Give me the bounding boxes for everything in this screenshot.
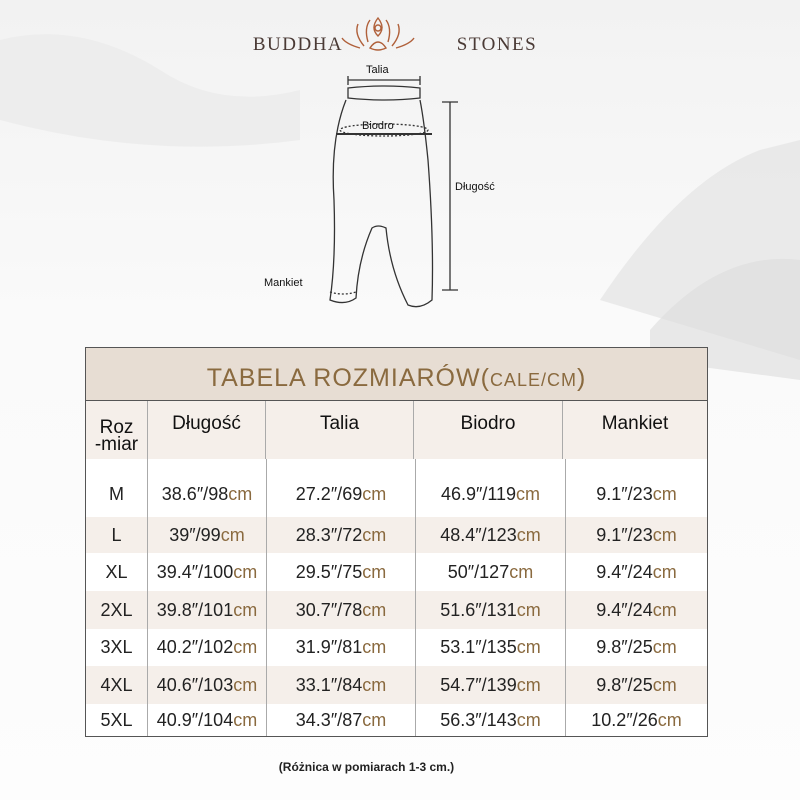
hip-label: Biodro [362, 120, 394, 132]
logo-text-right: STONES [456, 34, 538, 55]
value-cell: 39.8″/101 cm [147, 591, 266, 629]
value-cell: 9.4″/24 cm [565, 553, 707, 591]
table-row: 5XL 40.9″/104 cm 34.3″/87 cm 56.3″/143 cm 10.2″… [86, 704, 707, 736]
value-cell: 40.9″/104 cm [147, 704, 266, 736]
table-row: XL 39.4″/100 cm 29.5″/75 cm 50″/127 cm 9.4″/24 c… [86, 553, 707, 591]
value-cell: 48.4″/123 cm [415, 517, 565, 553]
logo-text-left: BUDDHA [252, 34, 344, 55]
size-cell: L [111, 524, 122, 545]
value-cell: 9.1″/23 cm [565, 517, 707, 553]
size-cell: 3XL [100, 637, 133, 657]
value-cell: 40.6″/103 cm [147, 666, 266, 704]
value-cell: 50″/127 cm [415, 553, 565, 591]
value-cell: 46.9″/119 cm [415, 459, 565, 517]
length-label: Długość [455, 181, 495, 193]
size-cell: 5XL [100, 709, 133, 730]
size-cell: 2XL [100, 599, 133, 620]
value-cell: 54.7″/139 cm [415, 666, 565, 704]
value-cell: 9.4″/24 cm [565, 591, 707, 629]
table-title: TABELA ROZMIARÓW(CALE/CM) [86, 348, 707, 401]
waist-label: Talia [366, 64, 389, 76]
size-cell: 4XL [100, 674, 133, 695]
value-cell: 39″/99 cm [147, 517, 266, 553]
header-hip: Biodro [413, 401, 562, 459]
header-length: Długość [147, 401, 265, 459]
value-cell: 9.8″/25 cm [565, 666, 707, 704]
table-row: 4XL 40.6″/103 cm 33.1″/84 cm 54.7″/139 cm 9.8″/… [86, 666, 707, 704]
cuff-label: Mankiet [264, 277, 303, 289]
value-cell: 34.3″/87 cm [266, 704, 415, 736]
value-cell: 31.9″/81 cm [266, 629, 415, 666]
value-cell: 56.3″/143 cm [415, 704, 565, 736]
value-cell: 40.2″/102 cm [147, 629, 266, 666]
header-waist: Talia [265, 401, 413, 459]
table-row: L 39″/99 cm 28.3″/72 cm 48.4″/123 cm 9.1″/23 cm [86, 517, 707, 553]
table-row: 2XL 39.8″/101 cm 30.7″/78 cm 51.6″/131 cm 9.4″/… [86, 591, 707, 629]
value-cell: 51.6″/131 cm [415, 591, 565, 629]
measurement-note: (Różnica w pomiarach 1-3 cm.) [278, 760, 455, 774]
lotus-logo-icon [341, 16, 415, 51]
value-cell: 30.7″/78 cm [266, 591, 415, 629]
value-cell: 38.6″/98 cm [147, 459, 266, 517]
size-cell: XL [105, 561, 128, 582]
value-cell: 27.2″/69 cm [266, 459, 415, 517]
value-cell: 28.3″/72 cm [266, 517, 415, 553]
table-row: 3XL 40.2″/102 cm 31.9″/81 cm 53.1″/135 cm 9.8″/… [86, 629, 707, 666]
size-cell: M [109, 483, 124, 504]
header-cuff: Mankiet [562, 401, 707, 459]
header-size: Roz -miar [94, 417, 139, 455]
value-cell: 10.2″/26 cm [565, 704, 707, 736]
size-table: TABELA ROZMIARÓW(CALE/CM) Roz -miar Długo… [85, 347, 708, 737]
value-cell: 29.5″/75 cm [266, 553, 415, 591]
value-cell: 9.1″/23 cm [565, 459, 707, 517]
table-header-row: Roz -miar Długość Talia Biodro Mankiet [86, 401, 707, 459]
value-cell: 39.4″/100 cm [147, 553, 266, 591]
value-cell: 9.8″/25 cm [565, 629, 707, 666]
value-cell: 33.1″/84 cm [266, 666, 415, 704]
value-cell: 53.1″/135 cm [415, 629, 565, 666]
table-row: M 38.6″/98 cm 27.2″/69 cm 46.9″/119 cm 9.1″/23 c… [86, 459, 707, 517]
